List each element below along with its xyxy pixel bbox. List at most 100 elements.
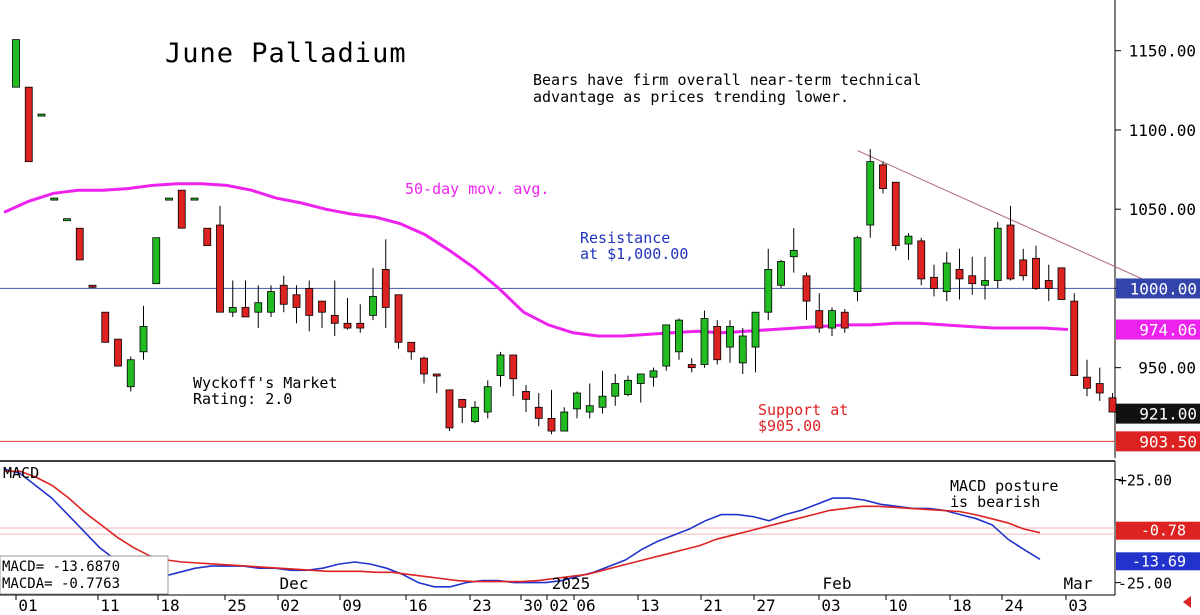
- macd-tick-label: +25.00: [1118, 472, 1172, 490]
- candle-body: [152, 237, 161, 285]
- month-label: Dec: [280, 574, 309, 593]
- candle-body: [1070, 300, 1079, 376]
- date-label: 24: [1004, 596, 1023, 615]
- last-price-tag-bg: [1116, 403, 1200, 424]
- comment-line-2: advantage as prices trending lower.: [533, 88, 849, 106]
- candle-body: [879, 164, 887, 189]
- candle-body: [522, 391, 530, 400]
- ma-price-tag-bg: [1116, 319, 1200, 340]
- candle-body: [305, 288, 314, 316]
- date-label: 01: [18, 596, 37, 615]
- candle-body: [343, 322, 352, 329]
- candle-body: [891, 181, 900, 247]
- candle-body: [1044, 280, 1053, 289]
- date-label: 27: [756, 596, 775, 615]
- candle-body: [585, 405, 594, 413]
- candle-body: [738, 335, 747, 364]
- candle-body: [560, 411, 569, 432]
- date-label: 09: [342, 596, 361, 615]
- macda-price-tag-bg: [1116, 521, 1200, 540]
- candle-body: [241, 307, 250, 318]
- candle-body: [330, 314, 339, 324]
- chart-title: June Palladium: [165, 38, 407, 69]
- scroll-left-arrow-icon[interactable]: [1183, 596, 1191, 608]
- candle-body: [63, 218, 71, 222]
- candle-body: [573, 392, 581, 410]
- candle-body: [624, 379, 632, 396]
- macd-series-macda: [4, 470, 1041, 583]
- candle-body: [114, 338, 122, 367]
- candle-body: [458, 398, 467, 408]
- macd-note-line-2: is bearish: [950, 493, 1040, 511]
- resistance-line-1: Resistance: [580, 229, 670, 247]
- candle-body: [1095, 383, 1104, 394]
- candle-body: [37, 113, 46, 117]
- candle-body: [1019, 259, 1028, 277]
- candle-body: [700, 318, 709, 365]
- last-price-tag: 921.00: [1139, 405, 1197, 424]
- candle-body: [279, 284, 288, 305]
- candle-body: [917, 240, 926, 280]
- candle-body: [1108, 397, 1117, 413]
- macd-values-box: [0, 555, 169, 595]
- candle-body: [165, 197, 173, 201]
- month-label: Feb: [823, 574, 852, 593]
- candle-body: [177, 189, 186, 229]
- macd-series-macd: [3, 468, 1041, 588]
- candle-body: [942, 262, 951, 292]
- candle-body: [1006, 224, 1015, 280]
- date-label: 13: [640, 596, 659, 615]
- candle-body: [254, 302, 263, 313]
- price-tick-label: 950.00: [1138, 359, 1196, 378]
- date-label: 21: [703, 596, 722, 615]
- date-label: 30: [523, 596, 542, 615]
- support-price-tag: 903.50: [1139, 432, 1197, 451]
- month-label: 2025: [552, 574, 591, 593]
- candle-body: [662, 324, 671, 367]
- candle-body: [432, 373, 441, 377]
- candle-body: [815, 310, 824, 329]
- candle-body: [356, 322, 365, 329]
- date-label: 06: [576, 596, 595, 615]
- date-label: 18: [160, 596, 179, 615]
- candle-body: [12, 39, 20, 88]
- price-tick-label: 1150.00: [1129, 42, 1196, 61]
- candle-body: [828, 310, 836, 329]
- candle-body: [50, 197, 59, 201]
- macd-note-line-1: MACD posture: [950, 477, 1058, 495]
- candle-body: [687, 364, 696, 369]
- candle-body: [420, 357, 428, 375]
- macd-value: MACD= -13.6870: [2, 559, 120, 575]
- candle-body: [381, 269, 390, 308]
- moving-average-line: [3, 182, 1069, 338]
- candle-body: [126, 359, 135, 388]
- candle-body: [101, 311, 110, 343]
- candle-body: [369, 295, 377, 316]
- date-label: 11: [100, 596, 119, 615]
- comment-line-1: Bears have firm overall near-term techni…: [533, 71, 921, 89]
- date-label: 18: [952, 596, 971, 615]
- candle-body: [675, 319, 683, 353]
- date-label: 03: [821, 596, 840, 615]
- ma-label: 50-day mov. avg.: [405, 180, 550, 198]
- candle-body: [483, 386, 492, 413]
- candle-body: [764, 269, 773, 313]
- candle-body: [292, 294, 301, 308]
- resistance-line-2: at $1,000.00: [580, 245, 688, 263]
- candle-body: [726, 326, 734, 348]
- support-price-tag-bg: [1116, 431, 1200, 452]
- macd-price-tag-bg: [1116, 552, 1200, 571]
- rating-line-2: Rating: 2.0: [193, 390, 292, 408]
- date-label: 23: [472, 596, 491, 615]
- candle-body: [228, 307, 237, 313]
- price-tick-label: 1050.00: [1129, 200, 1196, 219]
- candle-body: [802, 275, 811, 302]
- candle-body: [394, 294, 403, 343]
- candle-body: [904, 235, 913, 245]
- candle-body: [75, 227, 84, 261]
- candle-body: [216, 224, 224, 313]
- candle-body: [993, 227, 1002, 281]
- macd-panel-title: MACD: [3, 464, 39, 482]
- candle-body: [1083, 376, 1091, 389]
- candle-body: [968, 275, 977, 285]
